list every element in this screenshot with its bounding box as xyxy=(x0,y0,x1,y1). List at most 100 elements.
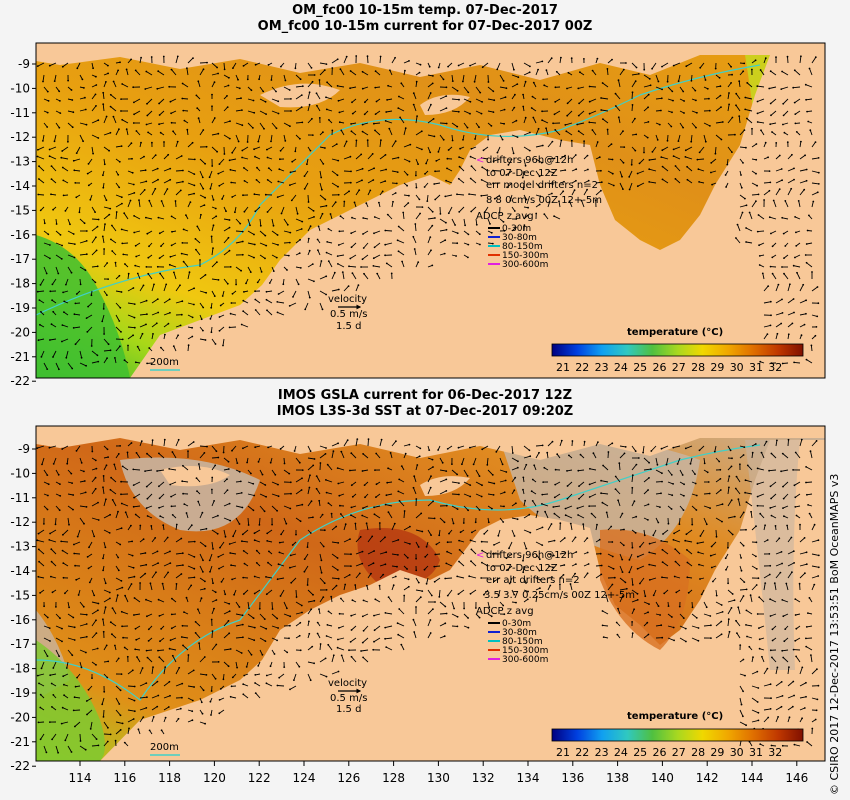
current-vector-head xyxy=(755,584,758,586)
current-vector-head xyxy=(760,451,763,454)
current-vector-head xyxy=(239,222,242,225)
current-vector xyxy=(146,453,153,459)
current-vector xyxy=(427,217,435,220)
current-vector-head xyxy=(719,94,722,97)
current-vector xyxy=(266,299,273,304)
current-vector-head xyxy=(350,246,353,249)
current-vector xyxy=(679,613,685,619)
current-vector-head xyxy=(103,248,105,250)
current-vector-head xyxy=(230,564,233,567)
current-vector-head xyxy=(403,594,406,597)
current-vector xyxy=(589,121,597,124)
current-vector xyxy=(782,505,789,509)
current-vector xyxy=(398,250,405,256)
current-vector-head xyxy=(745,501,748,503)
current-vector xyxy=(122,466,129,471)
current-vector-head xyxy=(577,114,580,117)
current-vector-head xyxy=(242,593,245,595)
current-vector xyxy=(343,574,350,579)
current-vector-head xyxy=(575,551,578,553)
current-vector xyxy=(699,146,705,153)
current-vector-head xyxy=(537,127,540,130)
current-vector-head xyxy=(132,287,135,289)
lat-tick-label: -18 xyxy=(10,277,30,291)
current-vector-head xyxy=(46,616,49,619)
current-vector-head xyxy=(478,616,481,619)
current-vector xyxy=(535,526,543,531)
current-vector-head xyxy=(764,524,766,527)
current-vector-head xyxy=(553,539,556,542)
current-vector xyxy=(637,170,645,174)
current-vector xyxy=(124,595,129,603)
current-vector-head xyxy=(49,290,52,293)
current-vector xyxy=(230,313,237,316)
current-vector xyxy=(219,182,225,187)
current-vector-head xyxy=(120,610,123,613)
current-vector xyxy=(146,649,153,652)
current-vector-head xyxy=(36,155,39,158)
current-vector xyxy=(127,576,135,579)
current-vector-head xyxy=(159,131,162,134)
current-vector xyxy=(43,266,48,274)
current-vector-head xyxy=(631,104,634,106)
current-vector xyxy=(211,248,214,256)
current-vector xyxy=(403,158,410,162)
current-vector xyxy=(571,189,575,196)
current-vector xyxy=(494,577,501,582)
current-vector-head xyxy=(709,615,712,617)
current-vector-head xyxy=(149,582,152,585)
current-vector-head xyxy=(719,478,722,480)
current-vector xyxy=(643,601,650,605)
current-vector-head xyxy=(587,563,590,565)
current-vector xyxy=(229,158,237,161)
current-vector-head xyxy=(566,102,569,105)
current-vector-head xyxy=(596,57,599,60)
current-vector xyxy=(727,619,730,627)
current-vector-head xyxy=(583,58,585,60)
current-vector xyxy=(373,265,381,268)
current-vector xyxy=(163,667,166,675)
current-vector-head xyxy=(242,194,244,197)
current-vector-head xyxy=(543,213,546,216)
current-vector xyxy=(55,625,63,630)
current-vector-head xyxy=(714,152,717,155)
current-vector-head xyxy=(508,582,511,585)
current-vector-head xyxy=(193,303,195,306)
current-vector-head xyxy=(756,670,759,673)
current-vector xyxy=(91,589,95,596)
current-vector xyxy=(127,565,134,569)
current-vector-head xyxy=(133,113,136,116)
current-vector xyxy=(54,134,57,142)
current-vector xyxy=(37,146,45,151)
current-vector xyxy=(414,248,417,256)
current-vector xyxy=(535,553,541,560)
current-vector-head xyxy=(129,199,132,202)
current-vector-head xyxy=(82,140,84,143)
current-vector-head xyxy=(241,124,244,127)
current-vector xyxy=(715,106,722,112)
current-vector xyxy=(134,597,141,603)
top-map-panel: -9-10-11-12-13-14-15-16-17-18-19-20-21-2… xyxy=(10,42,826,385)
current-vector-head xyxy=(193,173,196,176)
current-vector-head xyxy=(635,133,638,136)
current-vector-head xyxy=(756,495,759,498)
current-vector xyxy=(290,577,297,584)
current-vector-head xyxy=(113,463,116,466)
current-vector xyxy=(666,457,669,465)
current-vector xyxy=(295,74,301,80)
current-vector xyxy=(158,98,165,104)
current-vector-head xyxy=(289,171,292,174)
current-vector-head xyxy=(159,640,161,643)
current-vector-head xyxy=(289,688,291,691)
current-vector xyxy=(727,476,730,483)
current-vector-head xyxy=(769,300,772,303)
current-vector-head xyxy=(805,261,808,264)
current-vector-head xyxy=(768,573,771,576)
current-vector xyxy=(617,500,621,507)
current-vector-head xyxy=(354,584,357,586)
current-vector xyxy=(710,553,717,557)
current-vector xyxy=(470,560,477,567)
current-vector-head xyxy=(145,649,148,652)
current-vector-head xyxy=(770,232,772,235)
current-vector-head xyxy=(120,291,123,293)
